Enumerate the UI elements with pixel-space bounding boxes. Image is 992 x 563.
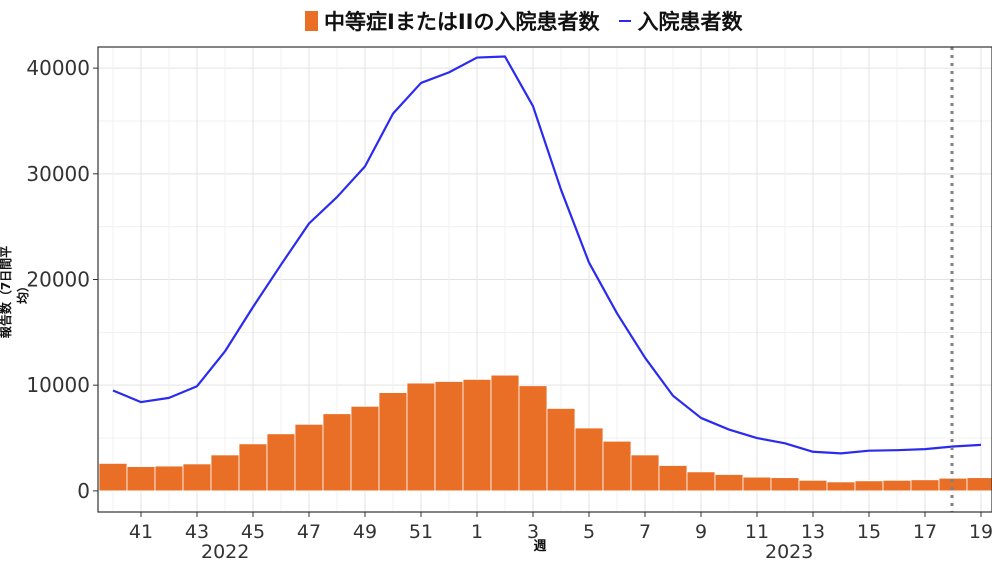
bar bbox=[182, 463, 212, 492]
y-axis-label: 報告数（7日間平均） bbox=[0, 245, 30, 339]
x-tick-label: 43 bbox=[185, 521, 209, 543]
y-tick-label: 20000 bbox=[26, 268, 90, 292]
y-tick-label: 30000 bbox=[26, 162, 90, 186]
x-tick-label: 9 bbox=[695, 521, 707, 543]
bar bbox=[546, 408, 576, 492]
line-series-hospitalized bbox=[112, 55, 982, 455]
bar bbox=[658, 465, 688, 492]
bar bbox=[98, 462, 128, 492]
bar bbox=[490, 374, 520, 492]
legend-bar-swatch bbox=[305, 11, 318, 31]
bar bbox=[434, 381, 464, 492]
year-label-2023: 2023 bbox=[765, 541, 814, 563]
x-tick-label: 17 bbox=[913, 521, 937, 543]
bar bbox=[238, 443, 268, 492]
x-axis-label: 週 bbox=[533, 539, 547, 554]
bar bbox=[742, 476, 772, 492]
legend-line-label: 入院患者数 bbox=[637, 10, 743, 34]
y-tick-label: 0 bbox=[77, 479, 90, 503]
bar bbox=[770, 477, 800, 492]
x-tick-label: 45 bbox=[241, 521, 265, 543]
x-tick-label: 47 bbox=[297, 521, 321, 543]
bar bbox=[154, 465, 184, 492]
bar bbox=[406, 382, 436, 492]
bar bbox=[910, 479, 940, 492]
x-tick-label: 19 bbox=[969, 521, 992, 543]
legend-line-swatch bbox=[619, 20, 632, 22]
x-tick-label: 11 bbox=[745, 521, 769, 543]
x-tick-label: 51 bbox=[409, 521, 433, 543]
bar bbox=[210, 454, 240, 492]
bar bbox=[378, 392, 408, 492]
bar bbox=[714, 474, 744, 492]
bar bbox=[294, 423, 324, 492]
x-tick-label: 41 bbox=[129, 521, 153, 543]
x-tick-label: 7 bbox=[639, 521, 651, 543]
x-tick-label: 49 bbox=[353, 521, 377, 543]
year-label-2022: 2022 bbox=[201, 541, 250, 563]
y-tick-label: 10000 bbox=[26, 373, 90, 397]
legend: 中等症IまたはIIの入院患者数 入院患者数 bbox=[305, 8, 742, 34]
bar bbox=[266, 433, 296, 492]
x-tick-label: 13 bbox=[801, 521, 825, 543]
bar bbox=[602, 440, 632, 492]
bar bbox=[798, 479, 828, 492]
bar bbox=[462, 378, 492, 492]
bar bbox=[518, 385, 548, 492]
bar bbox=[882, 479, 912, 492]
bar bbox=[322, 413, 352, 492]
bar bbox=[126, 466, 156, 492]
bar bbox=[826, 481, 856, 492]
bar bbox=[686, 471, 716, 492]
legend-bar-label: 中等症IまたはIIの入院患者数 bbox=[324, 10, 600, 34]
x-tick-label: 15 bbox=[857, 521, 881, 543]
bar bbox=[574, 427, 604, 492]
x-tick-label: 3 bbox=[527, 521, 539, 543]
x-tick-label: 5 bbox=[583, 521, 595, 543]
bar bbox=[854, 480, 884, 492]
x-tick-label: 1 bbox=[471, 521, 483, 543]
bar bbox=[630, 454, 660, 492]
y-tick-label: 40000 bbox=[26, 56, 90, 80]
bar bbox=[350, 405, 380, 492]
bar bbox=[966, 477, 992, 492]
